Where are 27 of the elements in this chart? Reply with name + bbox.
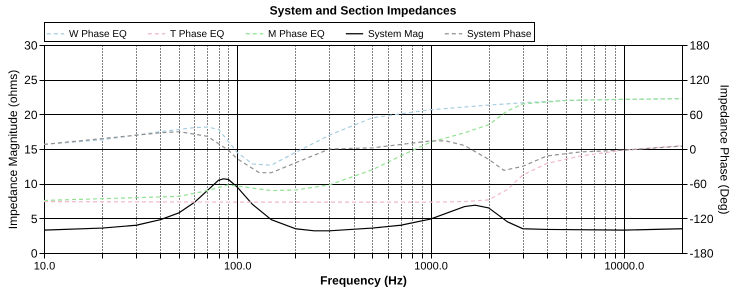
y-tick-label: 0 bbox=[30, 246, 38, 260]
y2-tick-label: -120 bbox=[690, 212, 714, 226]
y-tick-label: 10 bbox=[24, 177, 38, 192]
x-tick-label: 100.0 bbox=[224, 260, 252, 272]
legend-label: M Phase EQ bbox=[268, 28, 325, 40]
x-tick-label: 10000.0 bbox=[604, 260, 644, 272]
chart-title: System and Section Impedances bbox=[270, 4, 457, 18]
y2-tick-label: 120 bbox=[690, 73, 710, 88]
y-axis-title: Impedance Magnitude (ohms) bbox=[6, 70, 20, 230]
x-axis-title: Frequency (Hz) bbox=[320, 274, 407, 288]
y2-tick-label: 60 bbox=[690, 108, 704, 122]
y2-tick-label: -180 bbox=[690, 246, 714, 260]
legend-label: W Phase EQ bbox=[69, 28, 128, 40]
legend-label: System Mag bbox=[368, 28, 424, 40]
y2-tick-label: -60 bbox=[690, 177, 708, 192]
y-tick-label: 15 bbox=[24, 142, 38, 156]
y-tick-label: 25 bbox=[24, 73, 38, 88]
y-tick-label: 5 bbox=[30, 212, 38, 226]
legend-label: T Phase EQ bbox=[170, 28, 225, 40]
y-tick-label: 20 bbox=[24, 108, 38, 122]
legend-label: System Phase bbox=[467, 28, 532, 40]
y2-axis-title: Impedance Phase (Deg) bbox=[718, 84, 732, 215]
y2-tick-label: 180 bbox=[690, 38, 710, 52]
x-tick-label: 1000.0 bbox=[414, 260, 448, 272]
y-tick-label: 30 bbox=[24, 38, 38, 52]
y2-tick-label: 0 bbox=[690, 142, 696, 156]
x-tick-label: 10.0 bbox=[34, 260, 56, 272]
